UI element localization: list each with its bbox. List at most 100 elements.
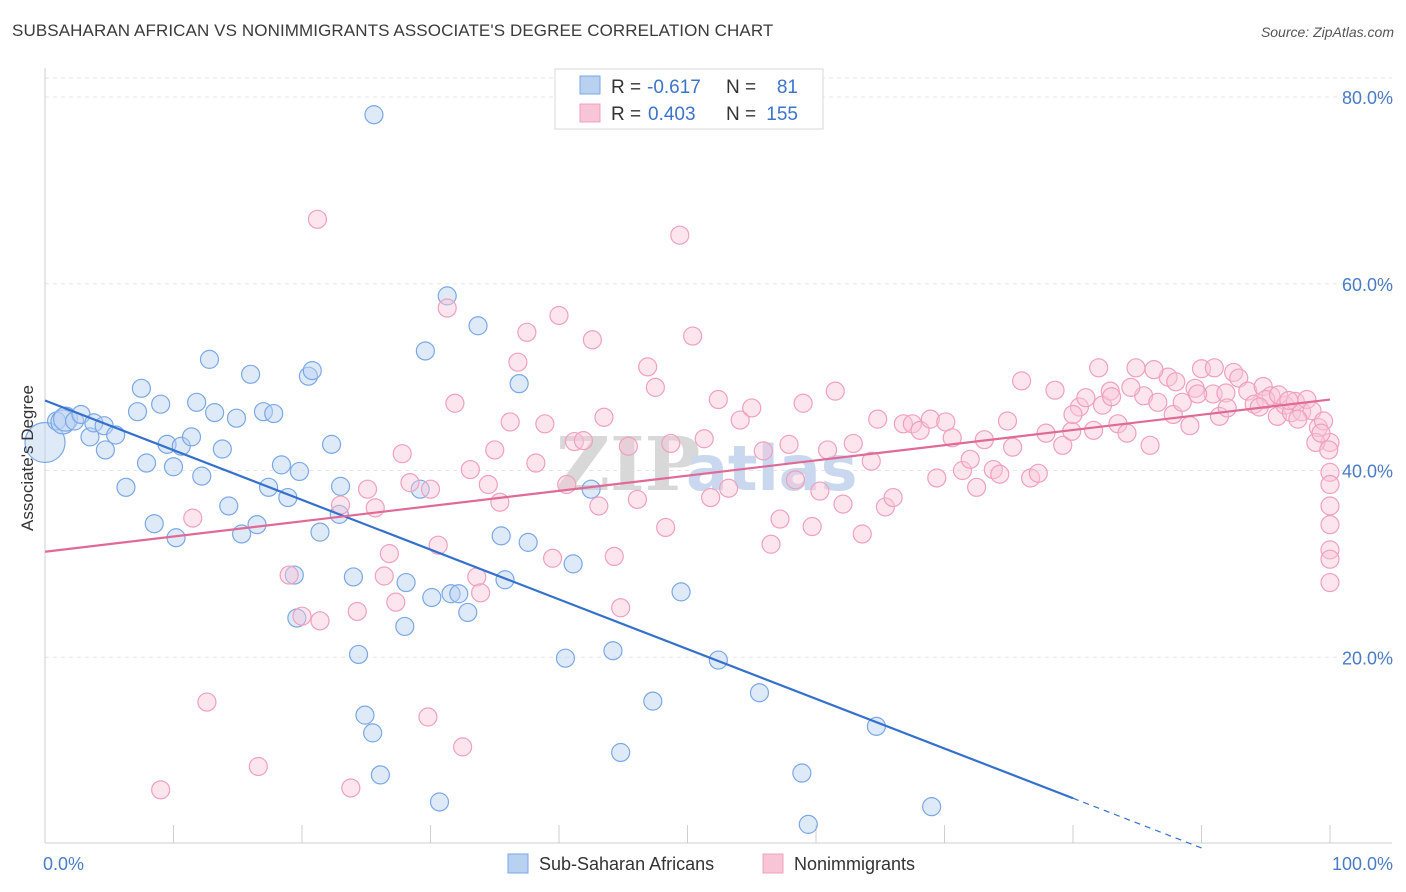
point-nonimmigrants xyxy=(742,398,762,418)
point-nonimmigrants xyxy=(542,548,563,568)
point-nonimmigrants xyxy=(942,428,962,448)
point-nonimmigrants xyxy=(810,481,830,501)
correlation-legend: R = -0.617 N = 81 R = 0.403 N = 155 xyxy=(554,68,824,130)
point-nonimmigrants xyxy=(611,598,631,618)
point-nonimmigrants xyxy=(1224,362,1244,383)
point-nonimmigrants xyxy=(1216,383,1236,403)
point-subsaharan xyxy=(581,479,601,499)
point-nonimmigrants xyxy=(952,460,973,481)
point-nonimmigrants xyxy=(1003,437,1023,457)
point-subsaharan xyxy=(264,403,284,424)
point-subsaharan xyxy=(563,554,583,574)
point-subsaharan xyxy=(468,316,488,336)
point-subsaharan xyxy=(289,461,310,482)
watermark: ZIP atlas xyxy=(556,422,857,508)
point-subsaharan xyxy=(922,797,942,817)
point-nonimmigrants xyxy=(670,225,690,245)
point-nonimmigrants xyxy=(1217,398,1237,418)
point-nonimmigrants xyxy=(1101,387,1122,407)
point-nonimmigrants xyxy=(833,494,853,514)
point-nonimmigrants xyxy=(500,412,520,432)
point-nonimmigrants xyxy=(453,737,473,757)
point-nonimmigrants xyxy=(1320,572,1340,593)
point-nonimmigrants xyxy=(861,451,881,471)
point-subsaharan xyxy=(330,476,351,496)
point-subsaharan xyxy=(343,567,363,587)
point-nonimmigrants xyxy=(445,393,465,413)
point-nonimmigrants xyxy=(843,433,863,454)
point-subsaharan xyxy=(449,584,469,604)
point-nonimmigrants xyxy=(1188,384,1208,404)
point-nonimmigrants xyxy=(400,473,420,493)
point-nonimmigrants xyxy=(1166,372,1186,392)
data-points xyxy=(24,105,1340,834)
point-subsaharan xyxy=(749,683,770,703)
point-nonimmigrants xyxy=(437,298,457,318)
point-subsaharan xyxy=(415,341,435,361)
point-nonimmigrants xyxy=(694,429,714,449)
point-subsaharan xyxy=(271,455,292,475)
x-tick-label-max: 100.0% xyxy=(1332,854,1393,874)
legend-r-label-2: R = xyxy=(611,104,641,125)
point-nonimmigrants xyxy=(960,449,980,469)
point-subsaharan xyxy=(181,427,202,447)
point-nonimmigrants xyxy=(594,407,614,427)
point-subsaharan xyxy=(163,457,184,477)
y-tick-label: 60.0% xyxy=(1342,275,1393,295)
point-subsaharan xyxy=(603,641,623,661)
point-nonimmigrants xyxy=(1204,358,1224,378)
point-nonimmigrants xyxy=(1089,358,1109,378)
point-nonimmigrants xyxy=(1069,397,1090,417)
point-nonimmigrants xyxy=(902,414,922,434)
point-subsaharan xyxy=(136,453,157,473)
point-nonimmigrants xyxy=(967,477,987,497)
series-label-subsaharan: Sub-Saharan Africans xyxy=(539,854,714,874)
point-nonimmigrants xyxy=(248,756,268,777)
point-subsaharan xyxy=(792,763,812,783)
point-nonimmigrants xyxy=(1229,368,1249,388)
point-nonimmigrants xyxy=(1311,423,1331,443)
point-subsaharan xyxy=(302,360,322,381)
point-nonimmigrants xyxy=(753,441,773,461)
series-swatch-nonimmigrants xyxy=(762,853,784,874)
trend-line-subsaharan-extension xyxy=(1072,797,1202,849)
point-nonimmigrants xyxy=(418,707,438,727)
point-nonimmigrants xyxy=(379,544,399,564)
legend-n-value-2: 155 xyxy=(766,104,798,125)
point-nonimmigrants xyxy=(1313,411,1334,431)
point-nonimmigrants xyxy=(197,692,217,712)
point-nonimmigrants xyxy=(604,546,624,567)
series-legend: Sub-Saharan Africans Nonimmigrants xyxy=(507,853,915,874)
point-nonimmigrants xyxy=(1279,390,1299,411)
chart-title: SUBSAHARAN AFRICAN VS NONIMMIGRANTS ASSO… xyxy=(12,21,774,40)
y-tick-label: 40.0% xyxy=(1342,462,1393,482)
point-subsaharan xyxy=(247,515,267,535)
point-nonimmigrants xyxy=(638,357,658,377)
point-nonimmigrants xyxy=(719,478,739,498)
point-subsaharan xyxy=(396,572,416,593)
point-subsaharan xyxy=(491,526,511,546)
point-subsaharan xyxy=(611,742,631,763)
point-nonimmigrants xyxy=(1045,380,1065,400)
trend-line-nonimmigrants xyxy=(44,398,1331,553)
point-nonimmigrants xyxy=(817,440,838,460)
point-nonimmigrants xyxy=(490,492,510,512)
point-nonimmigrants xyxy=(1076,388,1096,408)
point-nonimmigrants xyxy=(485,440,505,460)
point-nonimmigrants xyxy=(883,487,903,508)
point-nonimmigrants xyxy=(357,479,378,499)
point-nonimmigrants xyxy=(1320,474,1340,495)
point-nonimmigrants xyxy=(852,524,872,544)
trend-lines xyxy=(44,398,1331,849)
point-subsaharan xyxy=(363,723,383,743)
point-nonimmigrants xyxy=(151,780,171,800)
point-subsaharan xyxy=(364,105,384,125)
point-nonimmigrants xyxy=(1261,386,1281,406)
point-nonimmigrants xyxy=(997,411,1018,431)
point-nonimmigrants xyxy=(535,414,555,434)
point-nonimmigrants xyxy=(386,592,406,612)
point-nonimmigrants xyxy=(618,436,638,456)
point-nonimmigrants xyxy=(1320,496,1340,516)
point-nonimmigrants xyxy=(1140,435,1160,455)
